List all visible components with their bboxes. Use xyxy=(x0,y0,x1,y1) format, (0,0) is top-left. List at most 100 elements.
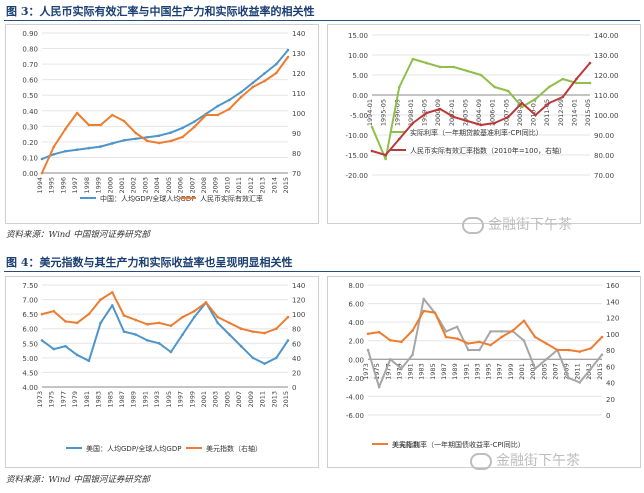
y2-tick-label: 130.00 xyxy=(594,52,619,60)
y2-tick-label: 120 xyxy=(606,315,619,323)
data-point xyxy=(400,340,403,344)
data-point xyxy=(122,139,126,142)
figure4-source: 资料来源：Wind 中国银河证券研究部 xyxy=(6,475,150,485)
x-tick-label: 2013 xyxy=(259,177,267,194)
x-tick-label: 1993 xyxy=(153,391,161,408)
x-tick-label: 2011 xyxy=(235,177,243,194)
x-tick-label: 1977 xyxy=(384,363,392,380)
x-tick-label: 1985 xyxy=(429,363,437,380)
data-point xyxy=(425,61,428,65)
y2-tick-label: 0 xyxy=(292,384,296,392)
data-point xyxy=(110,304,114,307)
x-tick-label: 2005 xyxy=(165,177,173,194)
x-tick-label: 1985 xyxy=(106,391,114,408)
data-point xyxy=(228,98,231,102)
data-point xyxy=(52,309,56,313)
data-point xyxy=(274,356,278,360)
watermark-bottom: 金融街下午茶 xyxy=(470,450,580,470)
x-tick-label: 2009 xyxy=(247,391,255,408)
x-tick-label: 2014-01 xyxy=(570,99,578,126)
x-tick-label: 2006 xyxy=(177,177,185,194)
data-point xyxy=(52,347,56,351)
x-tick-label: 1999 xyxy=(95,177,103,194)
data-point xyxy=(87,146,91,150)
y-tick-label: -4.00 xyxy=(346,393,364,401)
legend-label: 实际利率（一年期贷款基准利率-CPI同比） xyxy=(410,128,543,137)
data-point xyxy=(87,359,91,363)
data-point xyxy=(216,113,220,117)
data-point xyxy=(181,135,184,139)
data-point xyxy=(110,142,114,145)
data-point xyxy=(388,338,392,342)
x-tick-label: 1999 xyxy=(507,363,515,380)
series-line-1 xyxy=(41,301,289,365)
y2-tick-label: 80 xyxy=(292,150,301,158)
y2-tick-label: 80.00 xyxy=(594,152,614,160)
data-point xyxy=(157,141,161,145)
chat-logo-icon xyxy=(470,452,492,470)
watermark-top: 金融街下午茶 xyxy=(462,214,572,234)
data-point xyxy=(239,327,243,331)
data-point xyxy=(377,385,381,389)
x-tick-label: 1991 xyxy=(141,391,149,408)
data-point xyxy=(87,123,91,127)
data-point xyxy=(366,348,370,352)
y2-tick-label: 140 xyxy=(292,282,305,290)
x-tick-label: 2007 xyxy=(551,363,559,380)
data-point xyxy=(422,297,426,301)
x-tick-label: 2011 xyxy=(574,363,582,380)
data-point xyxy=(556,348,559,352)
data-point xyxy=(286,315,290,319)
data-point xyxy=(134,137,138,141)
data-point xyxy=(533,367,537,370)
y2-tick-label: 90.00 xyxy=(594,132,614,140)
x-tick-label: 1975 xyxy=(373,363,381,380)
y2-tick-label: 140 xyxy=(606,298,619,306)
data-point xyxy=(522,319,526,323)
x-tick-label: 1973 xyxy=(362,363,370,380)
y2-tick-label: 40 xyxy=(606,380,615,388)
x-tick-label: 1989 xyxy=(130,391,138,408)
data-point xyxy=(52,153,56,156)
data-point xyxy=(422,309,426,313)
data-point xyxy=(192,309,196,313)
y-tick-label: -2.00 xyxy=(346,375,364,383)
x-tick-label: 2003 xyxy=(141,177,149,194)
data-point xyxy=(52,145,56,149)
data-point xyxy=(263,72,266,75)
chart-panel-2: -20.00 -15.00 -10.00 -5.00 0.00 5.00 10.00 15.0… xyxy=(327,24,641,224)
series-line-2 xyxy=(41,291,289,335)
data-point xyxy=(479,123,483,127)
x-tick-label: 2007-05 xyxy=(502,99,510,126)
x-tick-label: 2011-05 xyxy=(543,99,551,126)
y2-tick-label: 120 xyxy=(292,70,305,78)
data-point xyxy=(251,85,255,89)
y2-tick-label: 100.00 xyxy=(594,112,619,120)
x-tick-label: 2000-09 xyxy=(434,99,442,126)
data-point xyxy=(452,115,456,119)
data-point xyxy=(547,85,551,89)
data-point xyxy=(411,329,414,332)
x-tick-label: 1991 xyxy=(462,363,470,380)
x-tick-label: 1995-05 xyxy=(380,99,388,126)
data-point xyxy=(64,320,67,323)
y-tick-label: 0.50 xyxy=(22,92,38,100)
data-point xyxy=(600,353,604,356)
x-tick-label: 1979 xyxy=(395,363,403,380)
y2-tick-label: 20 xyxy=(292,369,301,377)
series-line-2 xyxy=(41,56,289,174)
y2-tick-label: 60 xyxy=(292,340,301,348)
y-tick-label: 0.40 xyxy=(22,108,38,116)
data-point xyxy=(500,335,504,339)
data-point xyxy=(134,333,138,336)
data-point xyxy=(567,376,570,380)
data-point xyxy=(547,101,551,105)
y-tick-label: 0.80 xyxy=(22,46,38,54)
y-tick-label: 0.10 xyxy=(22,154,38,162)
chart-2: -20.00 -15.00 -10.00 -5.00 0.00 5.00 10.00 15.0… xyxy=(345,32,619,180)
figure3-source: 资料来源：Wind 中国银河证券研究部 xyxy=(6,230,150,240)
data-point xyxy=(489,330,492,333)
y-tick-label: 7.00 xyxy=(22,297,38,305)
data-point xyxy=(75,111,79,115)
x-tick-label: 2001 xyxy=(518,363,526,380)
